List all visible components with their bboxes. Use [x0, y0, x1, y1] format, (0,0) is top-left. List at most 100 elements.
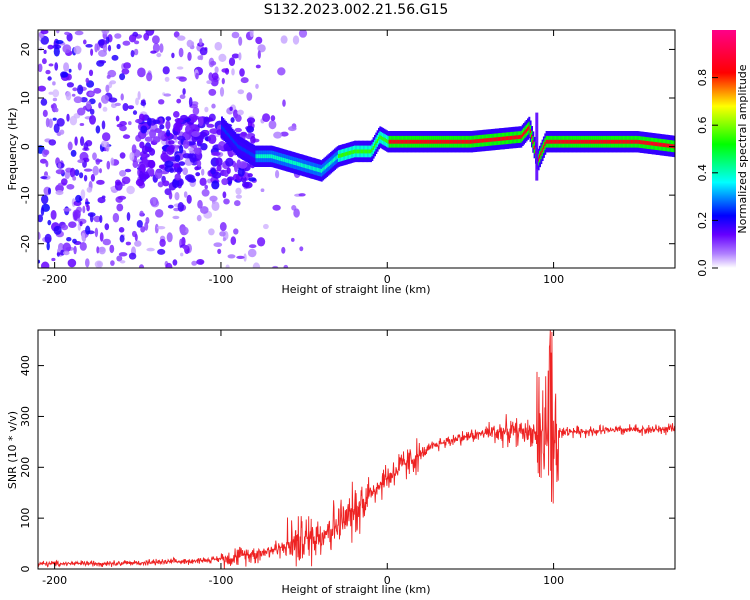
- spectrogram-noise-blob: [246, 92, 253, 101]
- spectrogram-ridge-core: [251, 152, 254, 157]
- spectrogram-noise-blob: [110, 260, 115, 266]
- spectrogram-noise-blob: [282, 99, 286, 107]
- colorbar-tick-label: 0.0: [696, 259, 709, 277]
- spectrogram-noise-blob: [79, 123, 85, 126]
- spectrogram-noise-blob: [280, 35, 288, 44]
- spectrogram-noise-blob: [85, 201, 90, 205]
- spectrogram-noise-blob: [83, 39, 87, 45]
- spectrogram-ridge-core: [557, 139, 560, 144]
- spectrogram-noise-blob: [218, 53, 227, 63]
- spectrogram-noise-blob: [72, 209, 81, 219]
- spectrogram-ridge-core: [572, 139, 575, 144]
- spectrogram-ridge-core: [359, 149, 362, 154]
- spectrogram-noise-blob: [186, 39, 193, 48]
- spectrogram-ridge-core: [303, 163, 306, 168]
- spectrogram-noise-blob: [215, 157, 223, 167]
- spectrogram-ridge-core: [657, 142, 660, 147]
- spectrogram-noise-blob: [177, 202, 184, 212]
- spectrogram-noise-blob: [156, 52, 162, 58]
- spectrogram-noise-blob: [121, 68, 130, 75]
- spectrogram-noise-blob: [66, 82, 74, 88]
- spectrogram-ridge-core: [389, 139, 392, 144]
- spectrogram-noise-blob: [55, 190, 64, 196]
- spectrogram-ridge-core: [532, 140, 535, 145]
- spectrogram-noise-blob: [246, 117, 256, 124]
- spectrogram-noise-blob: [83, 174, 88, 182]
- spectrogram-noise-blob: [236, 255, 245, 259]
- spectrogram-noise-blob: [136, 220, 143, 228]
- spectrogram-noise-blob: [211, 72, 219, 80]
- spectrogram-noise-blob: [129, 152, 135, 161]
- spectrogram-ridge-core: [424, 139, 427, 144]
- spectrogram-noise-blob: [228, 57, 236, 66]
- spectrogram-ridge-core: [387, 139, 390, 144]
- spectrogram-noise-blob: [182, 139, 190, 149]
- spectrogram-noise-blob: [142, 158, 148, 165]
- spectrogram-noise-blob: [56, 118, 65, 127]
- spectrogram-ridge-core: [504, 136, 507, 141]
- spectrogram-noise-blob: [80, 189, 86, 200]
- spectrogram-ridge-core: [519, 135, 521, 139]
- spectrogram-ridge-core: [291, 160, 294, 165]
- spectrogram-noise-blob: [124, 168, 132, 173]
- spectrogram-noise-blob: [139, 170, 144, 181]
- spectrogram-xtick-label: 0: [384, 273, 391, 286]
- spectrogram-ridge-core: [393, 139, 396, 144]
- spectrogram-ridge-core: [525, 128, 528, 133]
- spectrogram-noise-blob: [250, 135, 256, 144]
- spectrogram-ridge-core: [457, 139, 460, 144]
- spectrogram-ridge-core: [594, 139, 597, 144]
- spectrogram-ridge-core: [500, 136, 503, 141]
- spectrogram-noise-blob: [146, 247, 155, 252]
- spectrogram-ridge-core: [610, 139, 613, 144]
- spectrogram-ridge-core: [586, 139, 589, 144]
- spectrogram-ridge-core: [613, 139, 616, 144]
- spectrogram-noise-blob: [38, 214, 43, 223]
- spectrogram-noise-blob: [89, 108, 95, 115]
- spectrogram-ridge-core: [407, 139, 410, 144]
- spectrogram-ridge-core: [342, 153, 344, 157]
- spectrogram-noise-blob: [197, 199, 203, 209]
- spectrogram-noise-blob: [199, 38, 203, 46]
- spectrogram-noise-blob: [163, 93, 172, 97]
- spectrogram-noise-blob: [98, 60, 107, 64]
- spectrogram-noise-blob: [144, 221, 149, 231]
- spectrogram-noise-blob: [85, 100, 92, 110]
- spectrogram-noise-blob: [156, 226, 166, 230]
- spectrogram-noise-blob: [229, 106, 233, 112]
- spectrogram-noise-blob: [101, 94, 110, 104]
- spectrogram-noise-blob: [208, 134, 217, 145]
- spectrogram-ridge-core: [566, 139, 569, 144]
- spectrogram-noise-blob: [45, 160, 49, 168]
- spectrogram-ridge-core: [528, 125, 531, 130]
- spectrogram-ridge-core: [646, 141, 649, 145]
- spectrogram-ridge-core: [239, 145, 242, 150]
- spectrogram-ridge-core: [443, 139, 446, 144]
- spectrogram-noise-blob: [211, 180, 220, 190]
- spectrogram-noise-blob: [200, 206, 209, 214]
- spectrogram-noise-blob: [204, 184, 208, 190]
- spectrogram-ridge-core: [416, 139, 419, 144]
- snr-xtick-label: 0: [384, 574, 391, 587]
- spectrogram-noise-blob: [173, 122, 183, 132]
- spectrogram-noise-blob: [198, 116, 204, 127]
- snr-ticks: -200 -100 0 100 0 100 200 300 400: [19, 330, 675, 587]
- spectrogram-noise-blob: [111, 103, 115, 107]
- spectrogram-ridge-core: [320, 168, 323, 173]
- spectrogram-noise-blob: [219, 87, 225, 97]
- spectrogram-ridge-core: [388, 139, 391, 144]
- colorbar-label: Normalized spectral amplitude: [736, 64, 749, 233]
- spectrogram-noise-blob: [98, 102, 102, 109]
- spectrogram-noise-blob: [114, 102, 122, 107]
- spectrogram-ridge-core: [451, 139, 454, 144]
- spectrogram-noise-blob: [234, 127, 242, 133]
- spectrogram-ridge-core: [403, 139, 406, 144]
- spectrogram-ridge-core: [380, 135, 383, 140]
- spectrogram-ridge-core: [465, 139, 468, 144]
- spectrogram-noise-blob: [137, 91, 141, 100]
- spectrogram-ridge-core: [228, 134, 231, 139]
- spectrogram-noise-blob: [176, 35, 186, 41]
- spectrogram-ridge-core: [621, 139, 624, 144]
- spectrogram-ridge-core: [593, 139, 596, 144]
- spectrogram-ridge-core: [412, 139, 415, 144]
